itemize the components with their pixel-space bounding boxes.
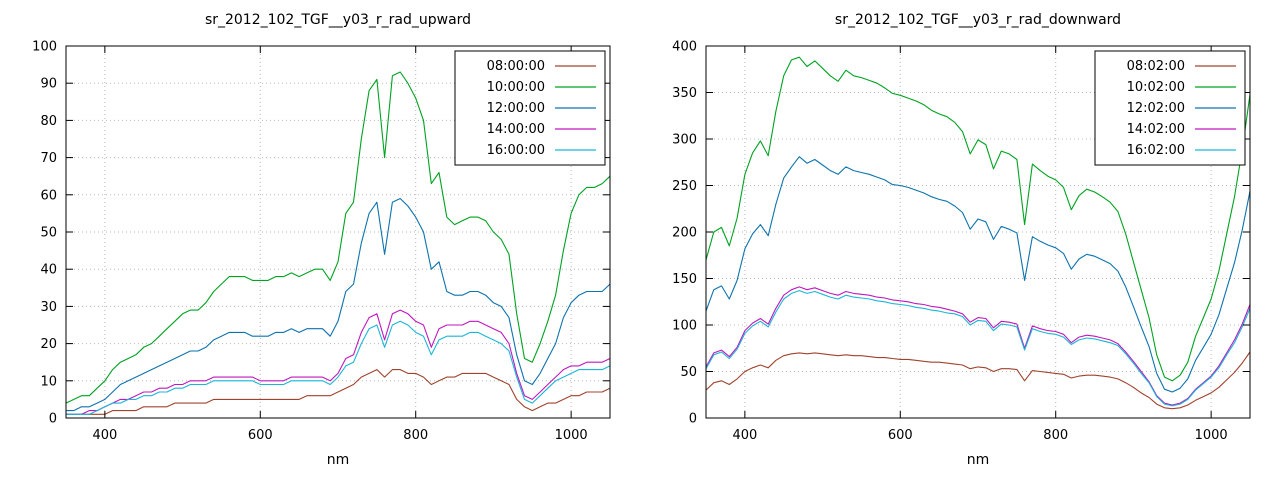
legend: 08:02:00 10:02:00 12:02:00 14:02:00 16:02:00: [1094, 50, 1246, 166]
grid: [66, 46, 610, 418]
y-tick-label: 10: [40, 374, 57, 389]
legend-label: 10:00:00: [487, 80, 545, 95]
chart-plot-downward: 400 600 800 1000 0 50 100 150 200 250 300 350 400 08:…: [672, 40, 1251, 444]
chart-title-upward: sr_2012_102_TGF__y03_r_rad_upward: [204, 12, 472, 28]
legend: 08:00:00 10:00:00 12:00:00 14:00:00 16:00:00: [454, 50, 606, 166]
series-line-12:02:00: [705, 156, 1251, 393]
y-tick-label: 0: [49, 412, 57, 427]
series-line-08:00:00: [66, 369, 611, 415]
axis-ticks: [706, 45, 1250, 419]
legend-label: 16:00:00: [487, 143, 545, 158]
grid: [706, 46, 1250, 418]
y-tick-label: 50: [40, 226, 57, 241]
y-tick-label: 300: [672, 133, 697, 148]
series-line-08:02:00: [705, 351, 1251, 410]
legend-label: 08:00:00: [487, 59, 545, 74]
series-line-12:00:00: [66, 197, 611, 412]
tick-labels: 400 600 800 1000 0 50 100 150 200 250 300 350 400: [672, 40, 1228, 444]
legend-label: 14:02:00: [1127, 122, 1185, 137]
y-tick-label: 90: [40, 77, 57, 92]
legend-label: 08:02:00: [1127, 59, 1185, 74]
series-line-16:00:00: [66, 320, 611, 415]
y-tick-label: 50: [680, 365, 697, 380]
x-axis-label-downward: nm: [966, 452, 990, 468]
y-tick-label: 400: [672, 40, 697, 55]
legend-label: 16:02:00: [1127, 143, 1185, 158]
legend-label: 12:00:00: [487, 101, 545, 116]
x-tick-label: 400: [732, 428, 757, 443]
chart-title-downward: sr_2012_102_TGF__y03_r_rad_downward: [834, 12, 1122, 28]
x-tick-label: 400: [92, 428, 117, 443]
x-tick-label: 800: [403, 428, 428, 443]
series-line-14:00:00: [66, 309, 611, 415]
x-tick-label: 600: [888, 428, 913, 443]
legend-label: 14:00:00: [487, 122, 545, 137]
series-line-16:02:00: [705, 290, 1251, 407]
x-tick-label: 600: [248, 428, 273, 443]
y-tick-label: 40: [40, 263, 57, 278]
tick-labels: 400 600 800 1000 0 10 20 30 40 50 60 70 80 90 100: [32, 40, 588, 444]
y-tick-label: 70: [40, 151, 57, 166]
y-tick-label: 150: [672, 272, 697, 287]
y-tick-label: 60: [40, 188, 57, 203]
chart-plot-upward: 400 600 800 1000 0 10 20 30 40 50 60 70 80 90 100 08:00…: [32, 40, 611, 444]
y-tick-label: 0: [689, 412, 697, 427]
x-tick-label: 800: [1043, 428, 1068, 443]
series-line-10:02:00: [705, 56, 1251, 382]
x-axis-label-upward: nm: [326, 452, 350, 468]
y-tick-label: 350: [672, 86, 697, 101]
legend-label: 10:02:00: [1127, 80, 1185, 95]
y-tick-label: 20: [40, 337, 57, 352]
x-tick-label: 1000: [1195, 428, 1228, 443]
y-tick-label: 100: [32, 40, 57, 55]
y-tick-label: 200: [672, 226, 697, 241]
series-line-14:02:00: [705, 286, 1251, 406]
chart-upward: 400 600 800 1000 0 10 20 30 40 50 60 70 80 90 100 08:00…: [32, 12, 611, 468]
series-line-10:00:00: [65, 71, 611, 404]
y-tick-label: 100: [672, 319, 697, 334]
y-tick-label: 250: [672, 179, 697, 194]
y-tick-label: 30: [40, 300, 57, 315]
x-tick-label: 1000: [555, 428, 588, 443]
axis-ticks: [66, 45, 610, 419]
chart-downward: 400 600 800 1000 0 50 100 150 200 250 300 350 400 08:…: [640, 0, 1280, 480]
y-tick-label: 80: [40, 114, 57, 129]
legend-label: 12:02:00: [1127, 101, 1185, 116]
